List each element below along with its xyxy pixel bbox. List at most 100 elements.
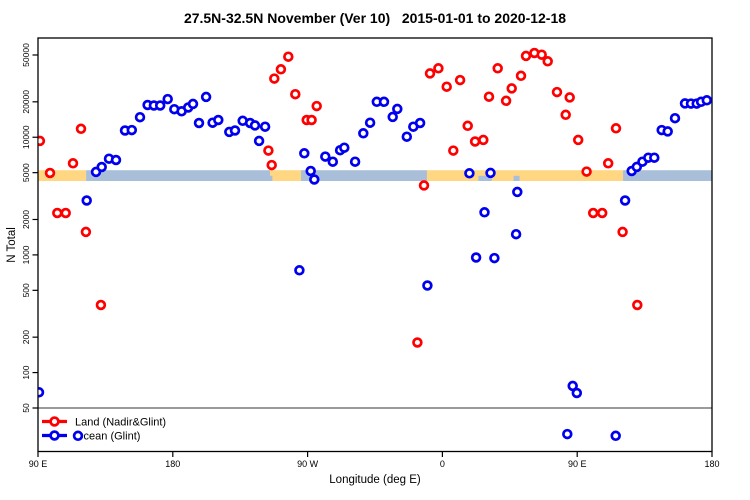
data-point-ocean (387, 111, 398, 123)
data-point-ocean (305, 165, 316, 177)
surface-band-notch-ocean (478, 175, 492, 181)
surface-band-segment-ocean (301, 170, 427, 181)
data-point-land (520, 50, 532, 62)
data-point-land (542, 56, 553, 67)
data-point-ocean (464, 168, 475, 179)
data-point-ocean (610, 430, 621, 442)
y-tick-label: 10000 (21, 125, 31, 149)
data-point-land (500, 95, 512, 107)
data-point-ocean (253, 135, 265, 147)
data-point-ocean (414, 117, 426, 129)
data-point-land (483, 91, 495, 102)
chart-title: 27.5N-32.5N November (Ver 10) 2015-01-01… (183, 10, 567, 26)
surface-band-segment-ocean (86, 170, 271, 181)
data-point-land (311, 100, 322, 112)
data-point-ocean (154, 100, 166, 111)
data-point-land (95, 299, 107, 311)
surface-band-notch-ocean (264, 175, 273, 181)
y-tick-label: 5000 (21, 163, 31, 182)
data-point-land (412, 337, 423, 348)
data-point-ocean (358, 128, 369, 139)
x-tick-label: 0 (440, 459, 445, 469)
y-tick-label: 50000 (21, 43, 31, 67)
y-tick-label: 500 (21, 283, 31, 297)
data-point-ocean (134, 111, 146, 123)
data-point-ocean (470, 252, 482, 263)
y-tick-label: 50 (21, 403, 31, 413)
data-point-ocean (200, 91, 212, 103)
y-axis-title: N Total (6, 227, 18, 263)
data-point-ocean (299, 148, 310, 159)
y-tick-label: 200 (21, 330, 31, 344)
surface-band-segment-ocean (623, 170, 712, 181)
data-point-land (290, 88, 301, 100)
x-tick-label: 180 (165, 459, 180, 469)
data-point-ocean (364, 117, 376, 128)
surface-band-segment-land (426, 170, 624, 181)
data-point-land (572, 134, 584, 146)
data-point-ocean (510, 228, 522, 240)
y-tick-label: 2000 (21, 210, 31, 229)
data-point-ocean (669, 112, 681, 124)
data-point-ocean (96, 161, 107, 173)
data-point-land (462, 120, 473, 132)
x-tick-label: 90 E (29, 459, 48, 469)
data-point-land (454, 74, 466, 86)
data-point-land (60, 207, 71, 219)
data-point-ocean (126, 124, 138, 136)
data-point-ocean (81, 195, 92, 206)
data-point-land (581, 166, 592, 177)
data-point-ocean (485, 167, 496, 179)
surface-band-segment-land (38, 170, 87, 181)
data-point-ocean (479, 207, 490, 218)
data-point-land (610, 123, 622, 134)
data-points (38, 47, 712, 442)
data-point-ocean (327, 156, 339, 167)
data-point-ocean (162, 93, 173, 105)
legend-label-land: Land (Nadir&Glint) (75, 416, 166, 428)
data-point-ocean (701, 95, 712, 106)
data-point-ocean (187, 98, 199, 110)
data-point-ocean (72, 430, 84, 442)
data-point-ocean (193, 117, 205, 129)
surface-band-notch-ocean (513, 175, 520, 181)
data-point-land (263, 145, 274, 156)
data-point-land (306, 114, 317, 126)
data-point-land (632, 299, 643, 311)
data-point-land (75, 123, 87, 135)
surface-band (38, 170, 712, 181)
data-point-land (441, 81, 452, 92)
x-tick-label: 180 (704, 459, 719, 469)
x-axis-title: Longitude (deg E) (329, 474, 421, 486)
data-point-ocean (349, 156, 361, 167)
plot-border (37, 37, 713, 453)
data-point-land (283, 51, 294, 62)
data-point-land (418, 180, 430, 191)
data-point-land (617, 226, 628, 238)
data-point-land (560, 109, 571, 121)
data-point-land (506, 83, 517, 94)
data-point-ocean (309, 174, 320, 185)
data-point-ocean (662, 126, 673, 137)
data-point-land (587, 207, 599, 219)
data-point-land (433, 63, 444, 74)
data-point-ocean (571, 387, 583, 399)
y-tick-label: 1000 (21, 245, 31, 264)
data-point-land (269, 73, 280, 84)
data-point-land (596, 207, 608, 219)
data-point-land (67, 158, 79, 169)
data-point-land (515, 70, 527, 82)
data-point-ocean (512, 186, 523, 198)
data-point-land (478, 134, 489, 146)
legend: Land (Nadir&Glint) Ocean (Glint) (42, 416, 166, 442)
data-point-ocean (110, 154, 122, 166)
legend-marker-circle (49, 416, 60, 427)
x-tick-label: 90 E (568, 459, 587, 469)
legend-label-ocean: Ocean (Glint) (75, 430, 140, 442)
data-point-land (551, 86, 563, 98)
data-point-land (38, 135, 46, 147)
legend-marker-circle (49, 430, 60, 441)
data-point-land (602, 158, 614, 169)
